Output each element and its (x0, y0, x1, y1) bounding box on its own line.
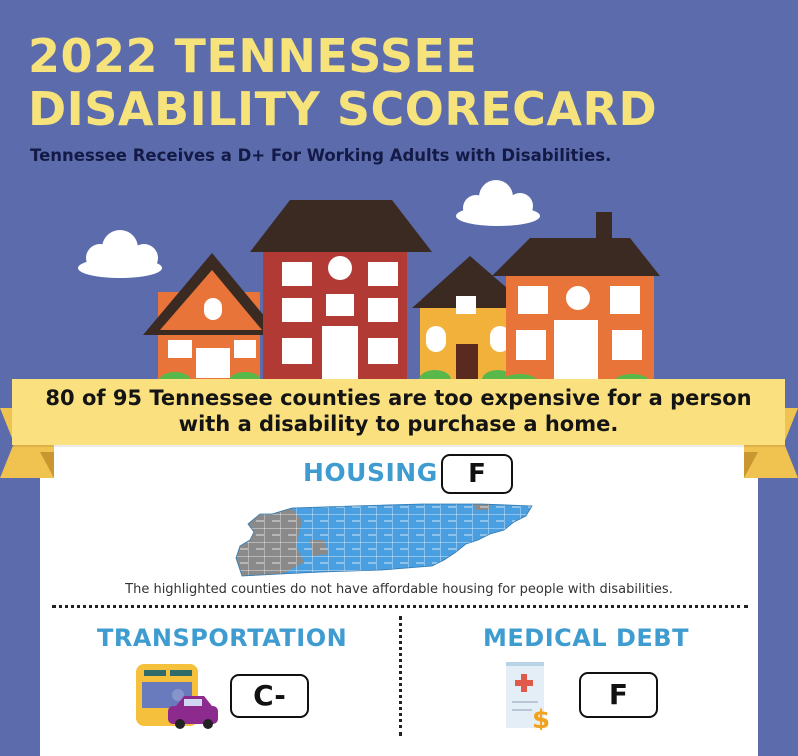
title-line-2: DISABILITY SCORECARD (28, 82, 658, 136)
banner-text: 80 of 95 Tennessee counties are too expe… (12, 385, 785, 437)
headline-banner: 80 of 95 Tennessee counties are too expe… (12, 379, 785, 445)
medical-debt-grade-badge: F (579, 672, 658, 718)
medical-debt-heading: MEDICAL DEBT (483, 624, 689, 652)
title-line-1: 2022 TENNESSEE (28, 29, 478, 83)
housing-heading: HOUSING (303, 458, 438, 487)
horizontal-divider (52, 605, 748, 608)
house-icon (412, 256, 530, 390)
vertical-divider (399, 616, 402, 736)
tennessee-county-map (235, 503, 533, 577)
medical-bill-icon: $ (506, 662, 550, 730)
car-icon (168, 696, 218, 729)
banner-line-1: 80 of 95 Tennessee counties are too expe… (45, 386, 752, 410)
cloud-icon (456, 180, 540, 226)
house-icon (143, 253, 280, 390)
bus-icon (136, 664, 218, 729)
dollar-icon: $ (532, 705, 550, 730)
house-icon (250, 200, 432, 388)
housing-caption: The highlighted counties do not have aff… (125, 582, 673, 597)
houses-illustration (78, 180, 660, 390)
housing-grade-badge: F (441, 454, 513, 494)
page-subtitle: Tennessee Receives a D+ For Working Adul… (30, 146, 612, 165)
transportation-heading: TRANSPORTATION (97, 624, 348, 652)
banner-line-2: with a disability to purchase a home. (178, 412, 619, 436)
page-title: 2022 TENNESSEE DISABILITY SCORECARD (28, 30, 657, 136)
transportation-grade-badge: C- (230, 674, 309, 718)
house-icon (492, 212, 660, 390)
cloud-icon (78, 230, 162, 278)
